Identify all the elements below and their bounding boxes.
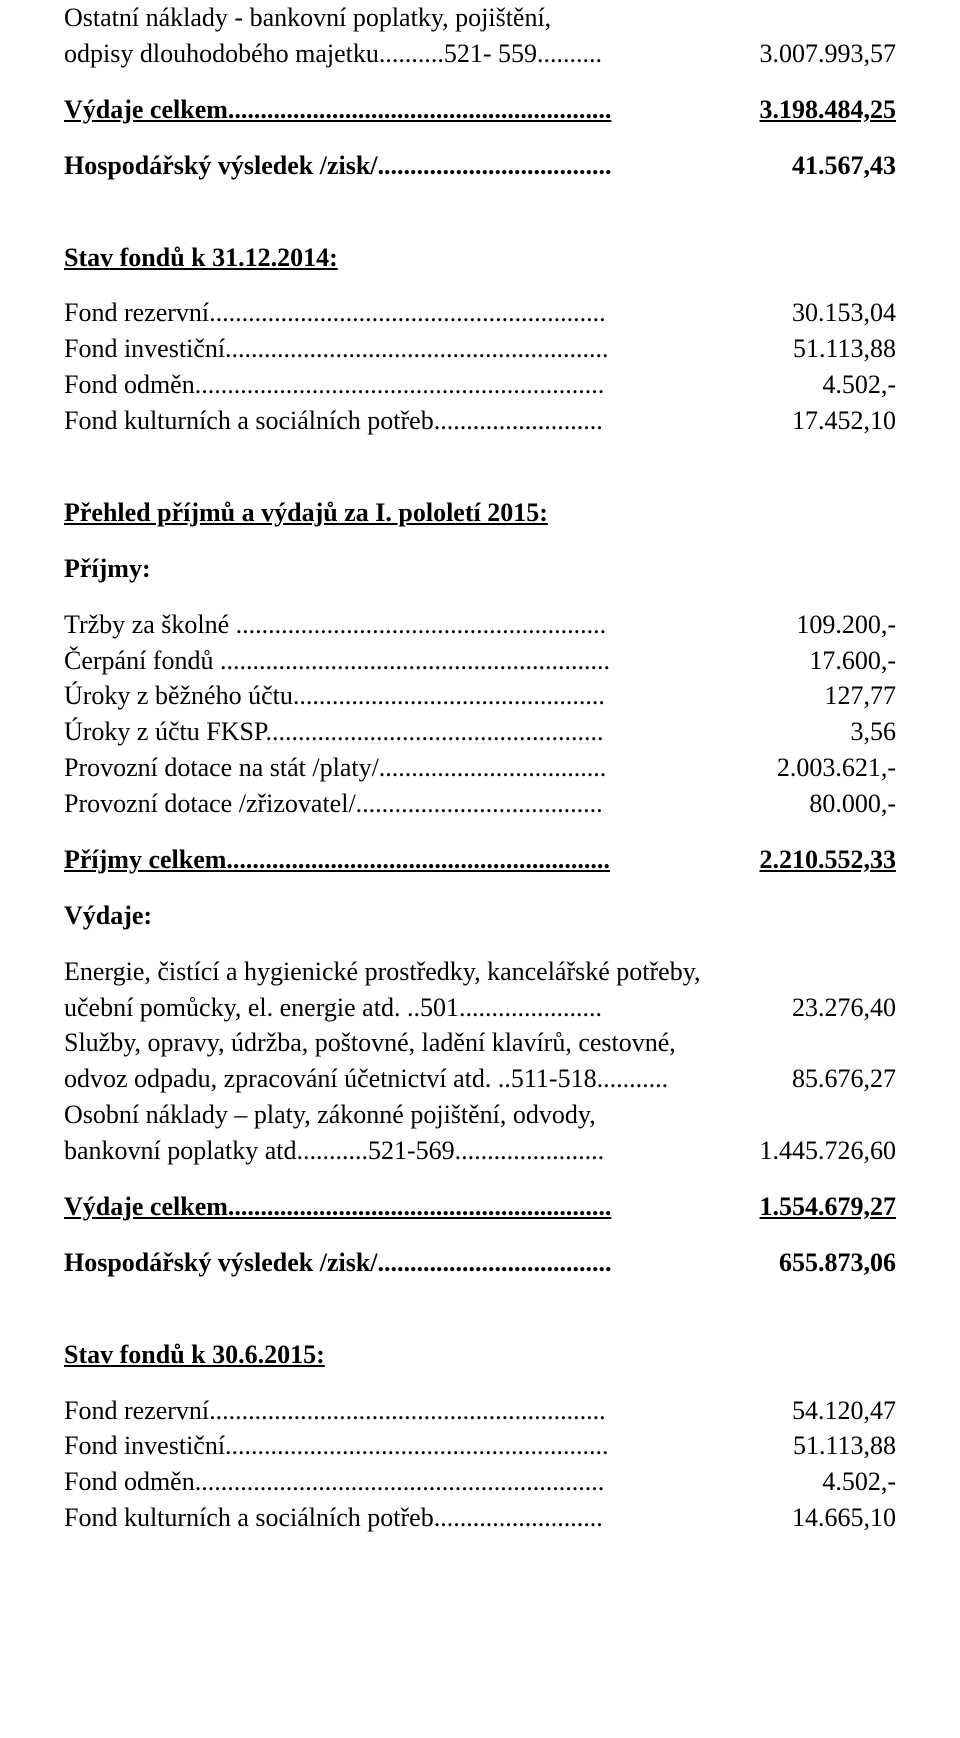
line-label: Fond rezervní...........................… bbox=[64, 1393, 768, 1429]
top-vydaje-celkem-value: 3.198.484,25 bbox=[736, 92, 897, 128]
prijmy-row: Úroky z běžného účtu....................… bbox=[64, 678, 896, 714]
vydaje-row: učební pomůcky, el. energie atd. ..501..… bbox=[64, 990, 896, 1026]
top-hosp-row: Hospodářský výsledek /zisk/.............… bbox=[64, 148, 896, 184]
line-value: 30.153,04 bbox=[768, 295, 896, 331]
fondy2014-row: Fond odměn..............................… bbox=[64, 367, 896, 403]
line-value: 2.003.621,- bbox=[753, 750, 896, 786]
fondy2015-row: Fond kulturních a sociálních potřeb.....… bbox=[64, 1500, 896, 1536]
line-label: učební pomůcky, el. energie atd. ..501..… bbox=[64, 990, 768, 1026]
line-label: Fond rezervní...........................… bbox=[64, 295, 768, 331]
vydaje-row: odvoz odpadu, zpracování účetnictví atd.… bbox=[64, 1061, 896, 1097]
prijmy-total: Příjmy celkem...........................… bbox=[64, 842, 896, 878]
line-value: 80.000,- bbox=[785, 786, 896, 822]
line-value: 17.600,- bbox=[785, 643, 896, 679]
prijmy-rows: Tržby za školné ........................… bbox=[64, 607, 896, 822]
top-line2-row: odpisy dlouhodobého majetku..........521… bbox=[64, 36, 896, 72]
vydaje-total: Výdaje celkem...........................… bbox=[64, 1189, 896, 1225]
line-label: Čerpání fondů ..........................… bbox=[64, 643, 785, 679]
prijmy-row: Provozní dotace na stát /platy/.........… bbox=[64, 750, 896, 786]
line-value: 127,77 bbox=[801, 678, 897, 714]
top-vydaje-celkem: Výdaje celkem...........................… bbox=[64, 92, 896, 128]
line-value: 2.210.552,33 bbox=[736, 842, 897, 878]
line-label: odvoz odpadu, zpracování účetnictví atd.… bbox=[64, 1061, 768, 1097]
line-value: 1.445.726,60 bbox=[736, 1133, 897, 1169]
line-label: Příjmy celkem...........................… bbox=[64, 842, 736, 878]
line-label: Úroky z účtu FKSP.......................… bbox=[64, 714, 827, 750]
vydaje-row: bankovní poplatky atd...........521-569.… bbox=[64, 1133, 896, 1169]
line-value: 14.665,10 bbox=[768, 1500, 896, 1536]
vydaje-pre: Osobní náklady – platy, zákonné pojištěn… bbox=[64, 1097, 896, 1133]
line-label: Úroky z běžného účtu....................… bbox=[64, 678, 801, 714]
line-value: 655.873,06 bbox=[755, 1245, 896, 1281]
line-value: 4.502,- bbox=[798, 367, 896, 403]
vydaje-block: Energie, čistící a hygienické prostředky… bbox=[64, 954, 896, 1169]
fondy2014-row: Fond investiční.........................… bbox=[64, 331, 896, 367]
line-value: 54.120,47 bbox=[768, 1393, 896, 1429]
line-label: Fond odměn..............................… bbox=[64, 1464, 798, 1500]
line-value: 3,56 bbox=[827, 714, 897, 750]
line-label: Tržby za školné ........................… bbox=[64, 607, 772, 643]
top-hosp-value: 41.567,43 bbox=[768, 148, 896, 184]
line-value: 85.676,27 bbox=[768, 1061, 896, 1097]
top-line1: Ostatní náklady - bankovní poplatky, poj… bbox=[64, 0, 896, 36]
fondy2015-row: Fond investiční.........................… bbox=[64, 1428, 896, 1464]
line-value: 17.452,10 bbox=[768, 403, 896, 439]
prijmy-row: Provozní dotace /zřizovatel/............… bbox=[64, 786, 896, 822]
top-hosp-label: Hospodářský výsledek /zisk/.............… bbox=[64, 148, 768, 184]
fondy2015-heading: Stav fondů k 30.6.2015: bbox=[64, 1337, 896, 1373]
line-label: Výdaje celkem...........................… bbox=[64, 1189, 736, 1225]
top-line2-value: 3.007.993,57 bbox=[736, 36, 897, 72]
prijmy-row: Čerpání fondů ..........................… bbox=[64, 643, 896, 679]
vydaje-pre: Energie, čistící a hygienické prostředky… bbox=[64, 954, 896, 990]
line-label: Fond kulturních a sociálních potřeb.....… bbox=[64, 403, 768, 439]
prijmy-row: Úroky z účtu FKSP.......................… bbox=[64, 714, 896, 750]
fondy2014-row: Fond rezervní...........................… bbox=[64, 295, 896, 331]
vydaje-heading: Výdaje: bbox=[64, 898, 896, 934]
fondy2014-row: Fond kulturních a sociálních potřeb.....… bbox=[64, 403, 896, 439]
fondy2015-row: Fond odměn..............................… bbox=[64, 1464, 896, 1500]
line-label: Fond odměn..............................… bbox=[64, 367, 798, 403]
prehled-heading: Přehled příjmů a výdajů za I. pololetí 2… bbox=[64, 495, 896, 531]
line-label: Hospodářský výsledek /zisk/.............… bbox=[64, 1245, 755, 1281]
fondy2015-row: Fond rezervní...........................… bbox=[64, 1393, 896, 1429]
line-value: 23.276,40 bbox=[768, 990, 896, 1026]
prijmy-row: Tržby za školné ........................… bbox=[64, 607, 896, 643]
vydaje-pre: Služby, opravy, údržba, poštovné, ladění… bbox=[64, 1025, 896, 1061]
line-label: Fond investiční.........................… bbox=[64, 1428, 769, 1464]
line-value: 4.502,- bbox=[798, 1464, 896, 1500]
prehled-hosp: Hospodářský výsledek /zisk/.............… bbox=[64, 1245, 896, 1281]
fondy2014-heading: Stav fondů k 31.12.2014: bbox=[64, 240, 896, 276]
line-value: 51.113,88 bbox=[769, 331, 896, 367]
line-label: Fond investiční.........................… bbox=[64, 331, 769, 367]
line-label: Provozní dotace na stát /platy/.........… bbox=[64, 750, 753, 786]
line-label: bankovní poplatky atd...........521-569.… bbox=[64, 1133, 736, 1169]
line-value: 51.113,88 bbox=[769, 1428, 896, 1464]
line-value: 1.554.679,27 bbox=[736, 1189, 897, 1225]
prijmy-heading: Příjmy: bbox=[64, 551, 896, 587]
fondy2014-rows: Fond rezervní...........................… bbox=[64, 295, 896, 439]
top-vydaje-celkem-label: Výdaje celkem...........................… bbox=[64, 92, 736, 128]
fondy2015-rows: Fond rezervní...........................… bbox=[64, 1393, 896, 1537]
top-line2-label: odpisy dlouhodobého majetku..........521… bbox=[64, 36, 736, 72]
line-label: Fond kulturních a sociálních potřeb.....… bbox=[64, 1500, 768, 1536]
line-value: 109.200,- bbox=[772, 607, 896, 643]
line-label: Provozní dotace /zřizovatel/............… bbox=[64, 786, 785, 822]
